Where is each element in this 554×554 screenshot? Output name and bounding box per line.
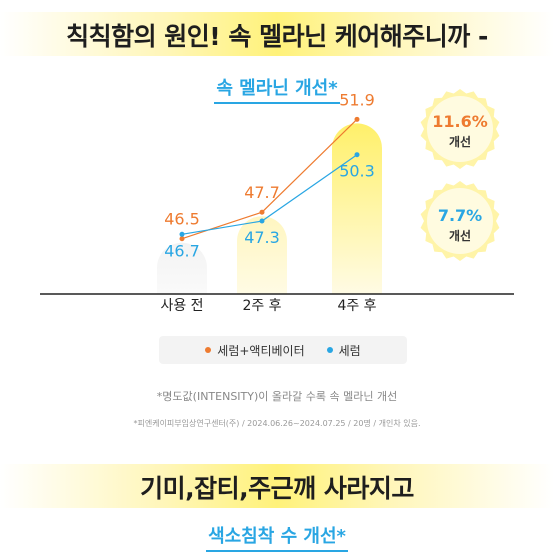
legend-label-serum-activator: 세럼+액티베이터 [217,343,305,358]
bottom-subtitle-text: 색소침착 수 개선* [206,522,348,552]
series-1-point-2 [354,152,360,158]
page-headline: 칙칙함의 원인! 속 멜라닌 케어해주니까 - [66,22,488,51]
badge-blue-label: 개선 [448,229,472,243]
legend-item-serum: 세럼 [326,342,361,359]
bottom-subtitle: 색소침착 수 개선* [0,522,554,552]
badge-blue-inner [427,188,493,254]
legend-dot-orange [205,347,212,353]
bar-1 [237,216,287,294]
chart-title-text: 속 멜라닌 개선* [214,74,340,104]
badge-orange-inner [427,96,493,162]
x-tick-label-0: 사용 전 [160,298,203,314]
legend-dot-blue [326,347,333,353]
series-1-label-0: 46.7 [164,241,200,260]
x-tick-label-2: 4주 후 [337,298,376,314]
series-0-point-1 [259,209,265,215]
bar-2 [332,123,382,295]
legend-item-serum-activator: 세럼+액티베이터 [205,342,305,359]
section-headline: 기미,잡티,주근깨 사라지고 [140,474,414,503]
series-1-label-2: 50.3 [339,162,375,181]
bar-0 [157,242,207,294]
headline-highlight-2 [0,464,554,508]
series-0-label-0: 46.5 [164,210,200,229]
chart-legend: 세럼+액티베이터 세럼 [159,336,407,364]
legend-label-serum: 세럼 [338,343,361,358]
series-1-point-0 [179,231,185,237]
series-1-label-1: 47.3 [244,228,280,247]
badge-orange-label: 개선 [448,135,472,149]
series-0-label-1: 47.7 [244,183,280,202]
headline-highlight [0,12,554,56]
badge-blue-value: 7.7% [437,206,483,225]
series-0-point-0 [179,236,185,242]
chart-title: 속 멜라닌 개선* [0,74,554,104]
series-1-point-1 [259,218,265,224]
footnote: *명도값(INTENSITY)이 올라갈 수록 속 멜라닌 개선 [156,390,398,403]
badge-orange-value: 11.6% [432,112,488,131]
series-0-label-2: 51.9 [339,90,375,109]
series-0-point-2 [354,116,360,122]
source-note: *피엔케이피부임상연구센터(주) / 2024.06.26~2024.07.25… [133,419,421,428]
x-tick-label-1: 2주 후 [242,298,281,314]
